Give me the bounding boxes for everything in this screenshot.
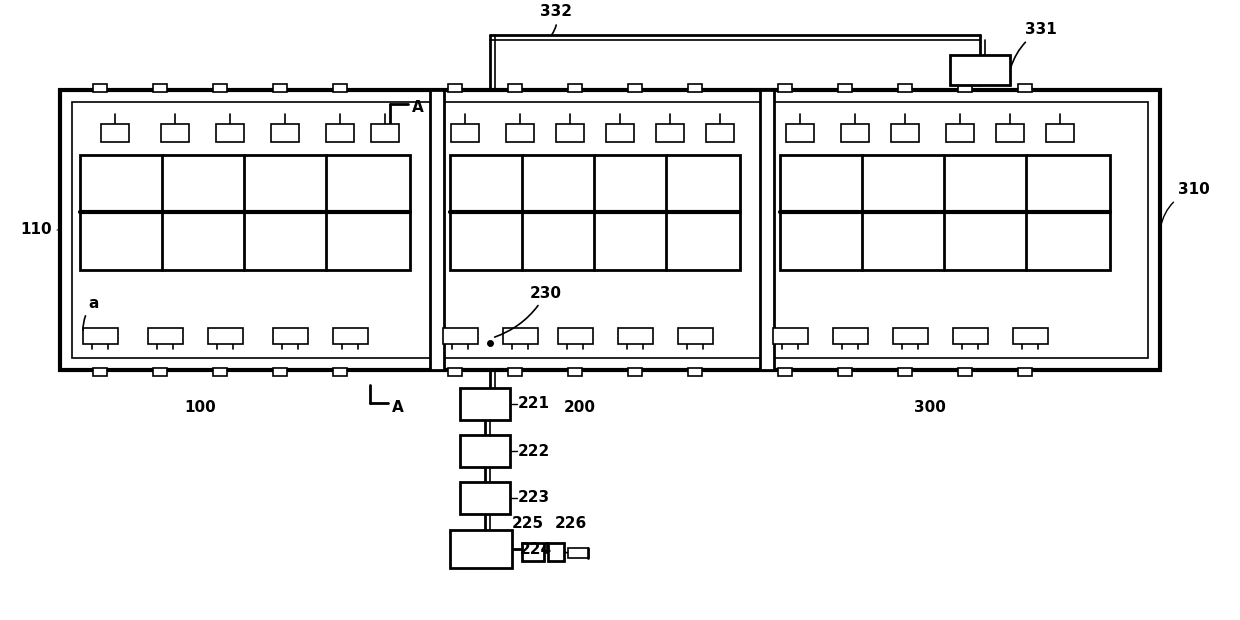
Bar	[568, 368, 582, 376]
Bar	[946, 124, 973, 142]
Bar	[838, 368, 852, 376]
Bar	[448, 368, 463, 376]
Bar	[773, 328, 808, 344]
Bar	[273, 84, 286, 92]
Text: 332: 332	[539, 4, 572, 35]
Bar	[777, 84, 792, 92]
Bar	[503, 328, 538, 344]
Bar	[833, 328, 868, 344]
Bar	[93, 368, 107, 376]
Bar	[148, 328, 184, 344]
Bar	[60, 90, 1159, 370]
Bar	[898, 368, 911, 376]
Bar	[443, 328, 477, 344]
Bar	[1018, 84, 1032, 92]
Bar	[93, 84, 107, 92]
Bar	[334, 84, 347, 92]
Bar	[460, 435, 510, 467]
Bar	[153, 84, 167, 92]
Bar	[1047, 124, 1074, 142]
Bar	[954, 328, 988, 344]
Bar	[72, 102, 1148, 358]
Text: 222: 222	[518, 443, 551, 459]
Bar	[508, 368, 522, 376]
Text: 100: 100	[184, 400, 216, 415]
Text: 226: 226	[554, 516, 587, 531]
Bar	[892, 124, 919, 142]
Text: 221: 221	[518, 397, 551, 412]
Text: A: A	[392, 399, 404, 415]
Bar	[898, 84, 911, 92]
Bar	[678, 328, 713, 344]
Text: 200: 200	[564, 400, 596, 415]
Bar	[618, 328, 653, 344]
Bar	[100, 124, 129, 142]
Text: 331: 331	[1011, 22, 1056, 68]
Text: 225: 225	[512, 516, 544, 531]
Bar	[161, 124, 188, 142]
Bar	[1018, 368, 1032, 376]
Bar	[451, 124, 479, 142]
Bar	[216, 124, 244, 142]
Bar	[558, 328, 593, 344]
Bar	[841, 124, 869, 142]
Bar	[522, 543, 544, 561]
Bar	[959, 84, 972, 92]
Text: 224: 224	[520, 541, 552, 557]
Text: a: a	[83, 296, 98, 330]
Bar	[334, 328, 368, 344]
Bar	[371, 124, 399, 142]
Text: 110: 110	[20, 223, 57, 237]
Bar	[706, 124, 734, 142]
Bar	[450, 530, 512, 568]
Bar	[448, 84, 463, 92]
Bar	[996, 124, 1024, 142]
Bar	[83, 328, 118, 344]
Bar	[430, 90, 444, 370]
Bar	[606, 124, 634, 142]
Bar	[777, 368, 792, 376]
Bar	[213, 84, 227, 92]
Bar	[760, 90, 774, 370]
Bar	[556, 124, 584, 142]
Bar	[450, 155, 740, 270]
Bar	[688, 84, 702, 92]
Text: 300: 300	[914, 400, 946, 415]
Text: 230: 230	[495, 285, 562, 337]
Bar	[460, 388, 510, 420]
Bar	[656, 124, 684, 142]
Bar	[950, 55, 1011, 85]
Bar	[627, 368, 642, 376]
Text: A: A	[412, 100, 424, 115]
Bar	[153, 368, 167, 376]
Bar	[959, 368, 972, 376]
Bar	[568, 548, 588, 558]
Bar	[213, 368, 227, 376]
Bar	[81, 155, 410, 270]
Text: 223: 223	[518, 490, 551, 505]
Bar	[838, 84, 852, 92]
Bar	[786, 124, 813, 142]
Bar	[627, 84, 642, 92]
Bar	[893, 328, 928, 344]
Bar	[273, 328, 308, 344]
Bar	[688, 368, 702, 376]
Text: 310: 310	[1161, 182, 1210, 228]
Bar	[460, 482, 510, 514]
Bar	[508, 84, 522, 92]
Bar	[506, 124, 534, 142]
Bar	[1013, 328, 1048, 344]
Bar	[326, 124, 353, 142]
Bar	[568, 84, 582, 92]
Bar	[272, 124, 299, 142]
Bar	[780, 155, 1110, 270]
Bar	[273, 368, 286, 376]
Bar	[208, 328, 243, 344]
Bar	[334, 368, 347, 376]
Bar	[548, 543, 564, 561]
